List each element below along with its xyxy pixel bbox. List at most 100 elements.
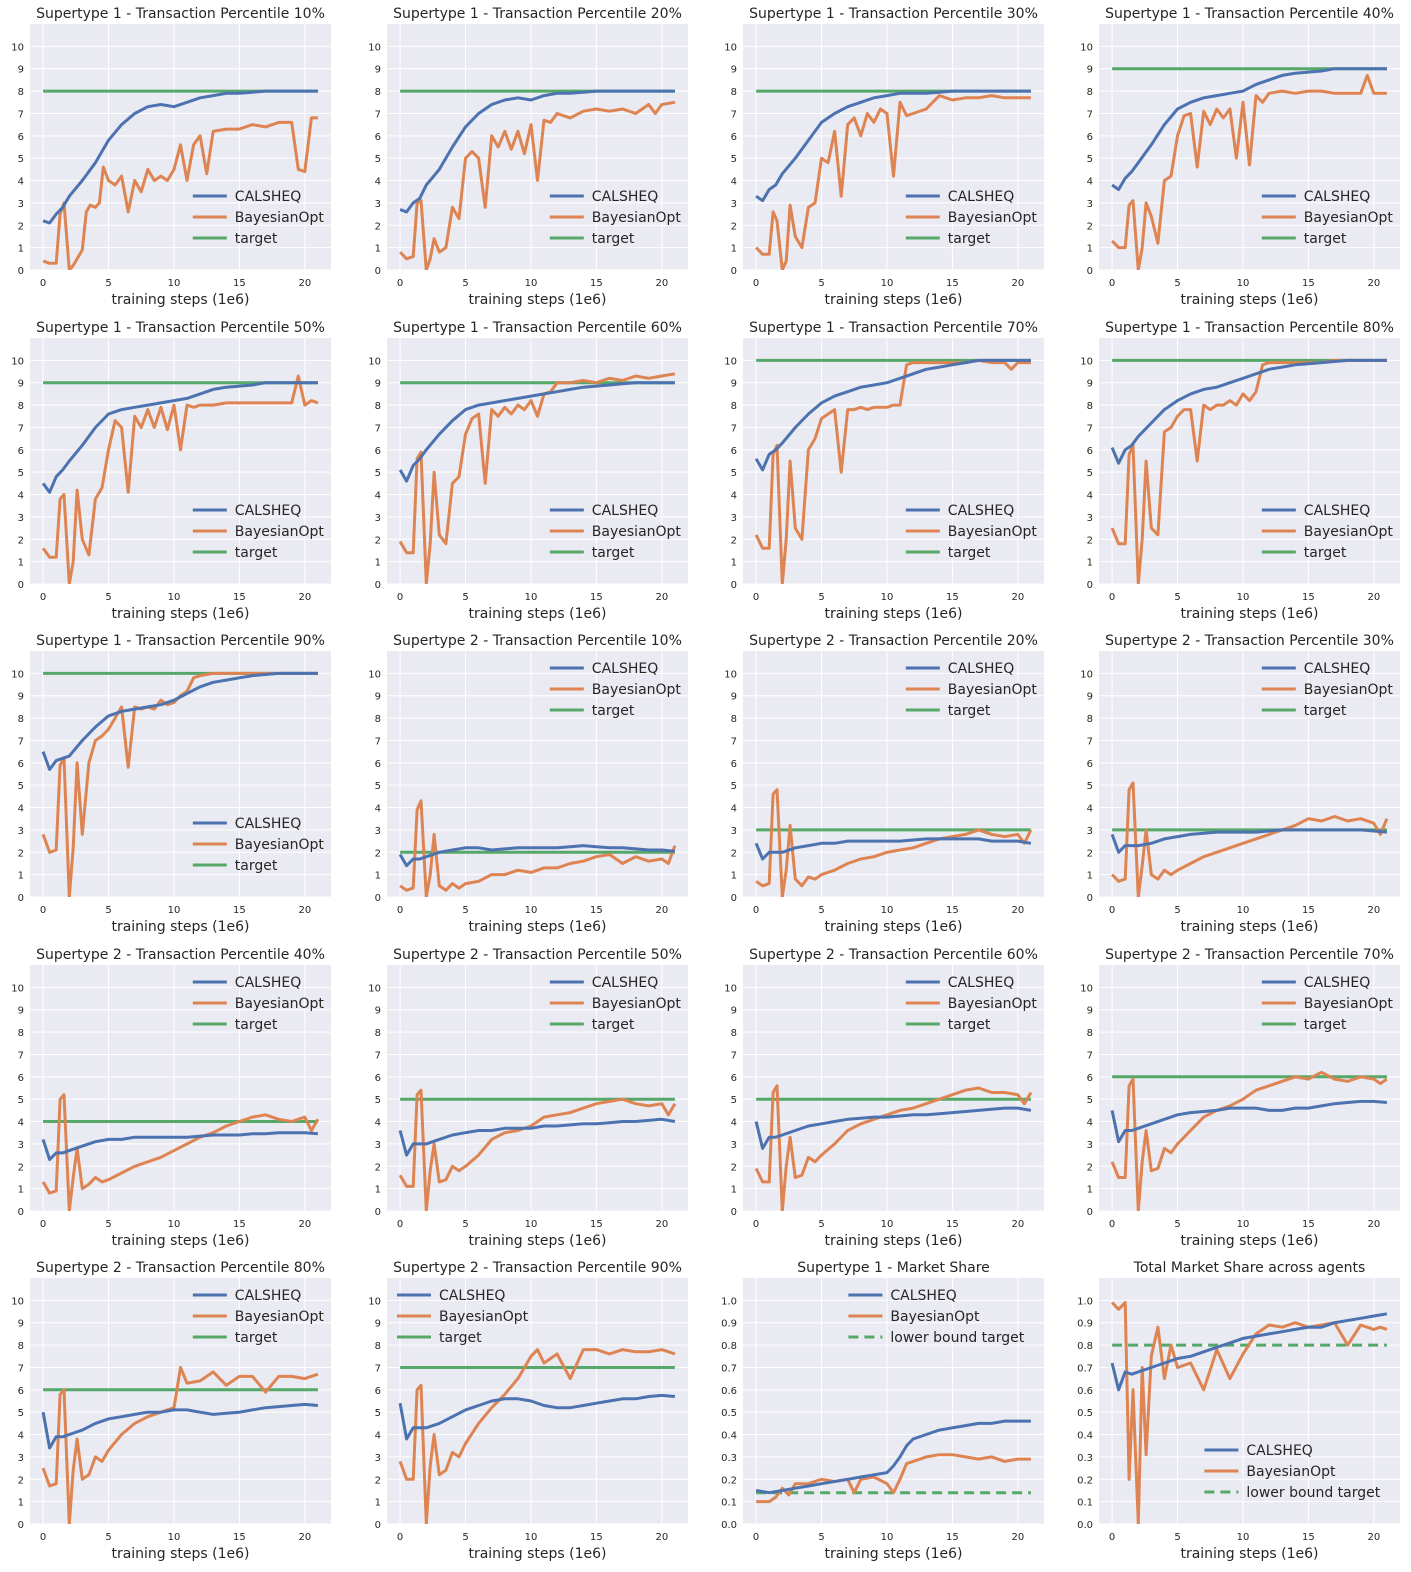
y-tick-label: 5 xyxy=(375,781,381,792)
chart-title: Supertype 2 - Transaction Percentile 90% xyxy=(393,1260,682,1276)
y-tick-label: 5 xyxy=(1087,1095,1093,1106)
legend-label: BayesianOpt xyxy=(439,1309,529,1325)
y-tick-label: 5 xyxy=(731,1095,737,1106)
y-tick-label: 7 xyxy=(375,1363,381,1374)
y-tick-label: 2 xyxy=(731,535,737,546)
y-tick-label: 0 xyxy=(375,1520,381,1531)
y-tick-label: 9 xyxy=(1087,692,1093,703)
x-tick-label: 15 xyxy=(1302,1219,1315,1230)
series-line-calsheq xyxy=(41,671,318,771)
x-axis-label: training steps (1e6) xyxy=(111,919,249,935)
series-line-calsheq xyxy=(755,89,1031,203)
x-axis-label: training steps (1e6) xyxy=(111,1546,249,1562)
y-tick-label: 0.7 xyxy=(1077,1363,1093,1374)
x-tick-label: 0 xyxy=(1109,1219,1115,1230)
y-tick-label: 1 xyxy=(731,558,737,569)
x-tick-label: 5 xyxy=(818,1219,824,1230)
legend-label: target xyxy=(948,1017,991,1033)
x-tick-label: 10 xyxy=(525,592,538,603)
x-tick-label: 5 xyxy=(105,1532,111,1543)
legend-label: target xyxy=(592,231,635,247)
x-tick-label: 20 xyxy=(298,278,311,289)
y-tick-label: 5 xyxy=(1087,781,1093,792)
legend-label: BayesianOpt xyxy=(1304,682,1394,698)
chart-panel: 0 1 2 3 4 5 6 7 8 9 10 0 5 10 15 20 Supertype 2 - Transa… xyxy=(368,947,688,1249)
x-axis-label: training steps (1e6) xyxy=(468,292,606,308)
y-tick-label: 0.1 xyxy=(721,1498,737,1509)
chart-title: Total Market Share across agents xyxy=(1133,1260,1366,1276)
legend-label: BayesianOpt xyxy=(235,210,325,226)
y-tick-label: 9 xyxy=(731,1006,737,1017)
x-tick-label: 5 xyxy=(1174,1532,1180,1543)
legend-label: CALSHEQ xyxy=(235,975,301,991)
y-tick-label: 0 xyxy=(375,1207,381,1218)
x-axis-label: training steps (1e6) xyxy=(824,292,962,308)
x-tick-label: 20 xyxy=(298,905,311,916)
legend-label: BayesianOpt xyxy=(592,682,682,698)
y-tick-label: 8 xyxy=(731,87,737,98)
y-tick-label: 4 xyxy=(375,491,381,502)
y-tick-label: 2 xyxy=(18,535,24,546)
series-line-bayesianopt xyxy=(1111,73,1387,270)
y-tick-label: 10 xyxy=(368,983,381,994)
x-tick-label: 10 xyxy=(168,278,181,289)
x-tick-label: 5 xyxy=(818,905,824,916)
y-tick-label: 2 xyxy=(375,848,381,859)
series-line-calsheq xyxy=(41,381,318,494)
y-tick-label: 8 xyxy=(375,401,381,412)
x-tick-label: 15 xyxy=(233,592,246,603)
y-tick-label: 8 xyxy=(375,1341,381,1352)
x-tick-label: 0 xyxy=(397,1532,403,1543)
y-tick-label: 9 xyxy=(18,1006,24,1017)
y-tick-label: 5 xyxy=(731,468,737,479)
y-tick-label: 10 xyxy=(11,356,24,367)
y-tick-label: 7 xyxy=(1087,109,1093,120)
legend-label: CALSHEQ xyxy=(235,503,301,519)
y-tick-label: 0 xyxy=(18,580,24,591)
x-tick-label: 15 xyxy=(233,278,246,289)
series-line-calsheq xyxy=(398,381,675,483)
y-tick-label: 0.2 xyxy=(1077,1475,1093,1486)
chart-panel: 0 1 2 3 4 5 6 7 8 9 10 0 5 10 15 20 Supertype 2 - Transa… xyxy=(724,947,1044,1249)
y-tick-label: 0.5 xyxy=(721,1408,737,1419)
y-tick-label: 2 xyxy=(375,1162,381,1173)
x-tick-label: 10 xyxy=(1237,1219,1250,1230)
plot-area xyxy=(743,1278,1044,1524)
x-tick-label: 5 xyxy=(462,278,468,289)
y-tick-label: 0.6 xyxy=(721,1386,737,1397)
y-tick-label: 7 xyxy=(1087,736,1093,747)
y-tick-label: 4 xyxy=(731,177,737,188)
chart-title: Supertype 2 - Transaction Percentile 30% xyxy=(1105,633,1394,649)
chart-title: Supertype 2 - Transaction Percentile 20% xyxy=(749,633,1038,649)
y-tick-label: 5 xyxy=(375,468,381,479)
series-line-calsheq xyxy=(41,1131,319,1162)
y-tick-label: 6 xyxy=(18,1073,24,1084)
y-tick-label: 5 xyxy=(18,1095,24,1106)
legend-label: target xyxy=(1304,703,1347,719)
y-tick-label: 8 xyxy=(375,87,381,98)
y-tick-label: 6 xyxy=(18,446,24,457)
x-tick-label: 15 xyxy=(1302,592,1315,603)
x-tick-label: 10 xyxy=(168,592,181,603)
legend-label: target xyxy=(592,1017,635,1033)
chart-title: Supertype 1 - Transaction Percentile 20% xyxy=(393,6,682,22)
x-tick-label: 10 xyxy=(1237,905,1250,916)
y-tick-label: 4 xyxy=(18,804,24,815)
y-tick-label: 1 xyxy=(375,558,381,569)
y-tick-label: 8 xyxy=(731,401,737,412)
y-tick-label: 10 xyxy=(1080,983,1093,994)
x-tick-label: 0 xyxy=(397,1219,403,1230)
x-tick-label: 5 xyxy=(818,592,824,603)
y-tick-label: 1 xyxy=(731,871,737,882)
y-tick-label: 10 xyxy=(368,356,381,367)
y-tick-label: 2 xyxy=(1087,848,1093,859)
x-tick-label: 0 xyxy=(40,905,46,916)
y-tick-label: 0.9 xyxy=(721,1319,737,1330)
chart-title: Supertype 1 - Transaction Percentile 80% xyxy=(1105,320,1394,336)
x-tick-label: 20 xyxy=(655,1532,668,1543)
y-tick-label: 5 xyxy=(375,1408,381,1419)
y-tick-label: 6 xyxy=(1087,759,1093,770)
y-tick-label: 5 xyxy=(18,781,24,792)
y-tick-label: 9 xyxy=(1087,65,1093,76)
y-tick-label: 0 xyxy=(375,893,381,904)
